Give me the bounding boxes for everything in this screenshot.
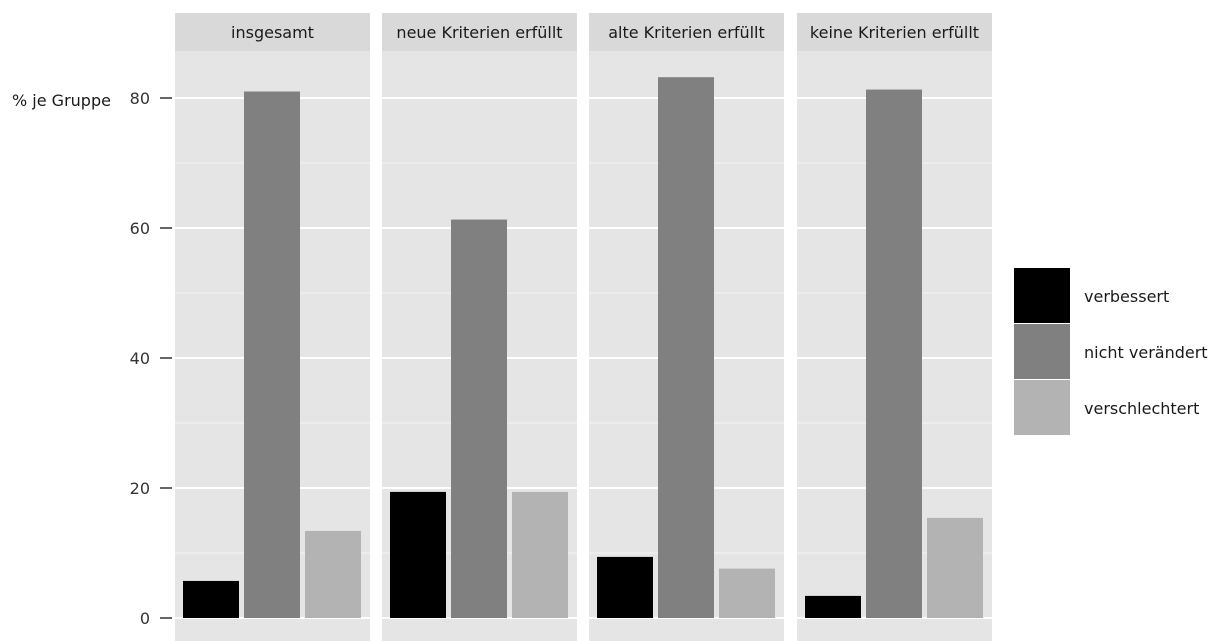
bar	[390, 491, 446, 618]
y-tick-label: 40	[130, 349, 150, 368]
bar	[805, 595, 861, 618]
facet-panel: alte Kriterien erfüllt	[589, 13, 784, 641]
legend-key	[1014, 380, 1070, 435]
y-tick-label: 80	[130, 89, 150, 108]
facet-panel: keine Kriterien erfüllt	[797, 13, 992, 641]
y-axis-title: % je Gruppe	[12, 91, 111, 110]
bar	[512, 491, 568, 618]
facet-strip-label: alte Kriterien erfüllt	[608, 23, 765, 42]
legend-key	[1014, 324, 1070, 379]
legend-label: nicht verändert	[1084, 343, 1208, 362]
bar	[927, 517, 983, 618]
bar	[305, 530, 361, 618]
bar	[866, 89, 922, 619]
facet-strip-label: neue Kriterien erfüllt	[396, 23, 562, 42]
facet-strip-label: keine Kriterien erfüllt	[810, 23, 979, 42]
legend-label: verschlechtert	[1084, 399, 1199, 418]
facet-strip	[382, 13, 577, 51]
legend-label: verbessert	[1084, 287, 1169, 306]
bar	[719, 568, 775, 618]
facet-strip	[589, 13, 784, 51]
y-tick-label: 60	[130, 219, 150, 238]
bar	[183, 580, 239, 618]
y-tick-label: 0	[140, 609, 150, 628]
legend-key	[1014, 268, 1070, 323]
bar	[244, 91, 300, 618]
facet-strip	[797, 13, 992, 51]
facet-panel: insgesamt	[175, 13, 370, 641]
bar	[597, 556, 653, 618]
facet-strip	[175, 13, 370, 51]
facet-strip-label: insgesamt	[231, 23, 314, 42]
bar	[451, 219, 507, 619]
facet-panel: neue Kriterien erfüllt	[382, 13, 577, 641]
y-tick-label: 20	[130, 479, 150, 498]
bar	[658, 77, 714, 618]
